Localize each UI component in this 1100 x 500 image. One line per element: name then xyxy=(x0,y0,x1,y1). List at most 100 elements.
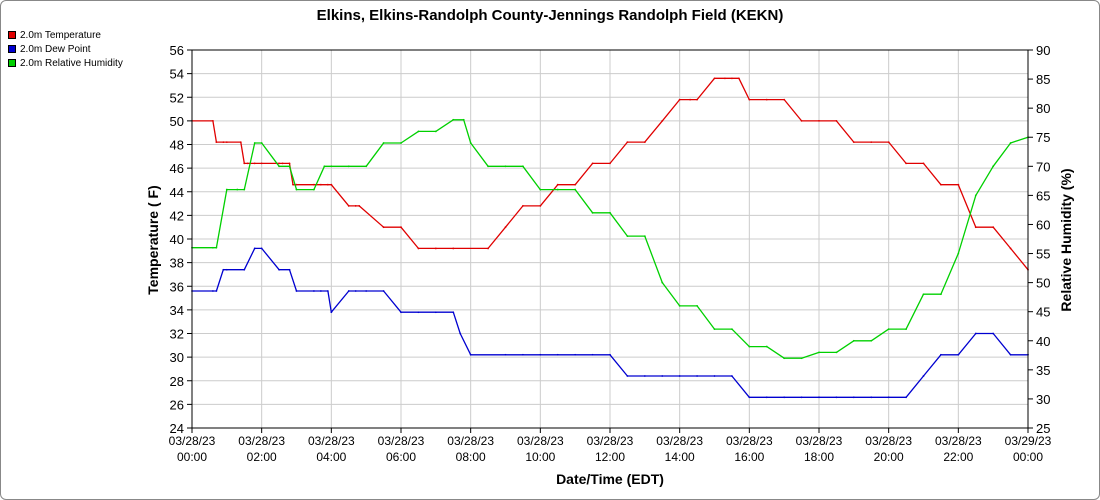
y-tick-label: 32 xyxy=(170,327,184,342)
data-point-2-0m-relative-humidity xyxy=(609,211,611,214)
x-tick-label-date: 03/28/23 xyxy=(587,434,634,448)
y-tick-label: 28 xyxy=(170,374,184,389)
data-point-2-0m-relative-humidity xyxy=(522,165,524,168)
data-point-2-0m-temperature xyxy=(940,183,942,186)
data-point-2-0m-dew-point xyxy=(643,375,646,377)
data-point-2-0m-relative-humidity xyxy=(852,339,855,342)
data-point-2-0m-temperature xyxy=(661,119,664,122)
data-point-2-0m-relative-humidity xyxy=(556,188,559,191)
series-2-0m-relative-humidity xyxy=(191,118,1029,360)
data-point-2-0m-temperature xyxy=(800,119,803,122)
data-point-2-0m-temperature xyxy=(783,98,786,101)
y-axis-label: Temperature ( F) xyxy=(145,185,161,294)
data-point-2-0m-dew-point xyxy=(278,268,280,271)
data-point-2-0m-relative-humidity xyxy=(574,188,577,191)
data-point-2-0m-temperature xyxy=(313,183,315,186)
x-tick-label-time: 16:00 xyxy=(734,450,764,464)
data-point-2-0m-relative-humidity xyxy=(870,339,873,342)
data-point-2-0m-relative-humidity xyxy=(643,235,646,237)
x-axis: 03/28/23 00:00 03/28/23 02:00 03/28/23 04:00 0… xyxy=(169,428,1052,464)
legend-item-dew-point[interactable]: 2.0m Dew Point xyxy=(8,42,123,56)
x-tick-label-date: 03/28/23 xyxy=(517,434,564,448)
data-point-2-0m-temperature xyxy=(452,247,455,250)
data-point-2-0m-relative-humidity xyxy=(278,165,280,168)
data-point-2-0m-relative-humidity xyxy=(678,304,681,307)
data-point-2-0m-temperature xyxy=(887,141,890,144)
data-point-2-0m-temperature xyxy=(731,77,733,80)
y2-tick-label: 45 xyxy=(1036,305,1050,320)
data-point-2-0m-dew-point xyxy=(626,375,629,377)
data-point-2-0m-dew-point xyxy=(260,247,263,250)
x-tick-label-time: 20:00 xyxy=(874,450,904,464)
data-point-2-0m-temperature xyxy=(818,119,820,122)
data-point-2-0m-temperature xyxy=(347,205,350,207)
data-point-2-0m-dew-point xyxy=(225,268,228,271)
data-point-2-0m-dew-point xyxy=(731,375,733,377)
data-point-2-0m-temperature xyxy=(358,205,361,207)
data-point-2-0m-temperature xyxy=(556,183,559,186)
y-tick-label: 46 xyxy=(170,161,184,176)
data-point-2-0m-dew-point xyxy=(354,290,357,292)
data-point-2-0m-temperature xyxy=(319,183,322,186)
data-point-2-0m-dew-point xyxy=(459,332,462,335)
data-point-2-0m-dew-point xyxy=(974,332,977,335)
data-point-2-0m-relative-humidity xyxy=(288,165,291,168)
data-point-2-0m-dew-point xyxy=(417,311,420,314)
data-point-2-0m-relative-humidity xyxy=(957,252,960,255)
data-point-2-0m-relative-humidity xyxy=(260,142,263,144)
data-point-2-0m-dew-point xyxy=(696,375,698,377)
data-point-2-0m-relative-humidity xyxy=(400,142,402,144)
data-point-2-0m-dew-point xyxy=(215,290,218,292)
y2-tick-label: 85 xyxy=(1036,72,1050,87)
x-tick-label-date: 03/28/23 xyxy=(796,434,843,448)
legend-item-temperature[interactable]: 2.0m Temperature xyxy=(8,28,123,42)
y2-tick-label: 80 xyxy=(1036,101,1050,116)
data-point-2-0m-temperature xyxy=(434,247,437,250)
x-tick-label-time: 00:00 xyxy=(177,450,207,464)
x-tick-label-date: 03/28/23 xyxy=(935,434,982,448)
data-point-2-0m-dew-point xyxy=(922,375,925,377)
data-point-2-0m-dew-point xyxy=(609,353,611,356)
data-point-2-0m-temperature xyxy=(239,141,242,144)
data-point-2-0m-relative-humidity xyxy=(347,165,350,168)
data-point-2-0m-temperature xyxy=(922,162,925,165)
data-point-2-0m-temperature xyxy=(400,226,402,229)
y-tick-label: 26 xyxy=(170,397,184,412)
data-point-2-0m-dew-point xyxy=(574,353,577,356)
left-axis: 24 26 28 30 32 34 36 38 40 42 44 46 48 50 52 54 56 xyxy=(170,43,192,436)
y-tick-label: 24 xyxy=(170,421,184,436)
data-point-2-0m-dew-point xyxy=(319,290,322,292)
y2-tick-label: 30 xyxy=(1036,392,1050,407)
y2-tick-label: 75 xyxy=(1036,130,1050,145)
data-point-2-0m-temperature xyxy=(591,162,594,165)
data-point-2-0m-dew-point xyxy=(330,311,333,314)
data-point-2-0m-dew-point xyxy=(382,290,385,292)
chart-title: Elkins, Elkins-Randolph County-Jennings … xyxy=(317,7,784,24)
x-tick-label-time: 04:00 xyxy=(316,450,346,464)
data-point-2-0m-dew-point xyxy=(748,396,751,399)
data-point-2-0m-dew-point xyxy=(212,290,214,292)
data-point-2-0m-temperature xyxy=(382,226,385,229)
data-point-2-0m-dew-point xyxy=(400,311,402,314)
x-tick-label-time: 22:00 xyxy=(943,450,973,464)
legend-item-relative-humidity[interactable]: 2.0m Relative Humidity xyxy=(8,56,123,70)
data-point-2-0m-dew-point xyxy=(940,353,942,356)
grid xyxy=(191,49,1029,429)
data-point-2-0m-relative-humidity xyxy=(748,345,751,348)
data-point-2-0m-relative-humidity xyxy=(243,188,246,191)
data-point-2-0m-relative-humidity xyxy=(783,357,786,360)
data-point-2-0m-relative-humidity xyxy=(253,142,256,144)
x-tick-label-date: 03/28/23 xyxy=(238,434,285,448)
x-tick-label-time: 00:00 xyxy=(1013,450,1043,464)
data-point-2-0m-dew-point xyxy=(222,268,225,271)
data-point-2-0m-relative-humidity xyxy=(765,345,768,348)
data-point-2-0m-temperature xyxy=(765,98,768,101)
data-point-2-0m-temperature xyxy=(243,162,246,165)
data-point-2-0m-relative-humidity xyxy=(1009,142,1012,144)
data-point-2-0m-temperature xyxy=(574,183,577,186)
legend-swatch-relative-humidity xyxy=(8,59,16,67)
x-tick-label-date: 03/28/23 xyxy=(308,434,355,448)
y-tick-label: 44 xyxy=(170,185,184,200)
data-point-2-0m-dew-point xyxy=(243,268,246,271)
